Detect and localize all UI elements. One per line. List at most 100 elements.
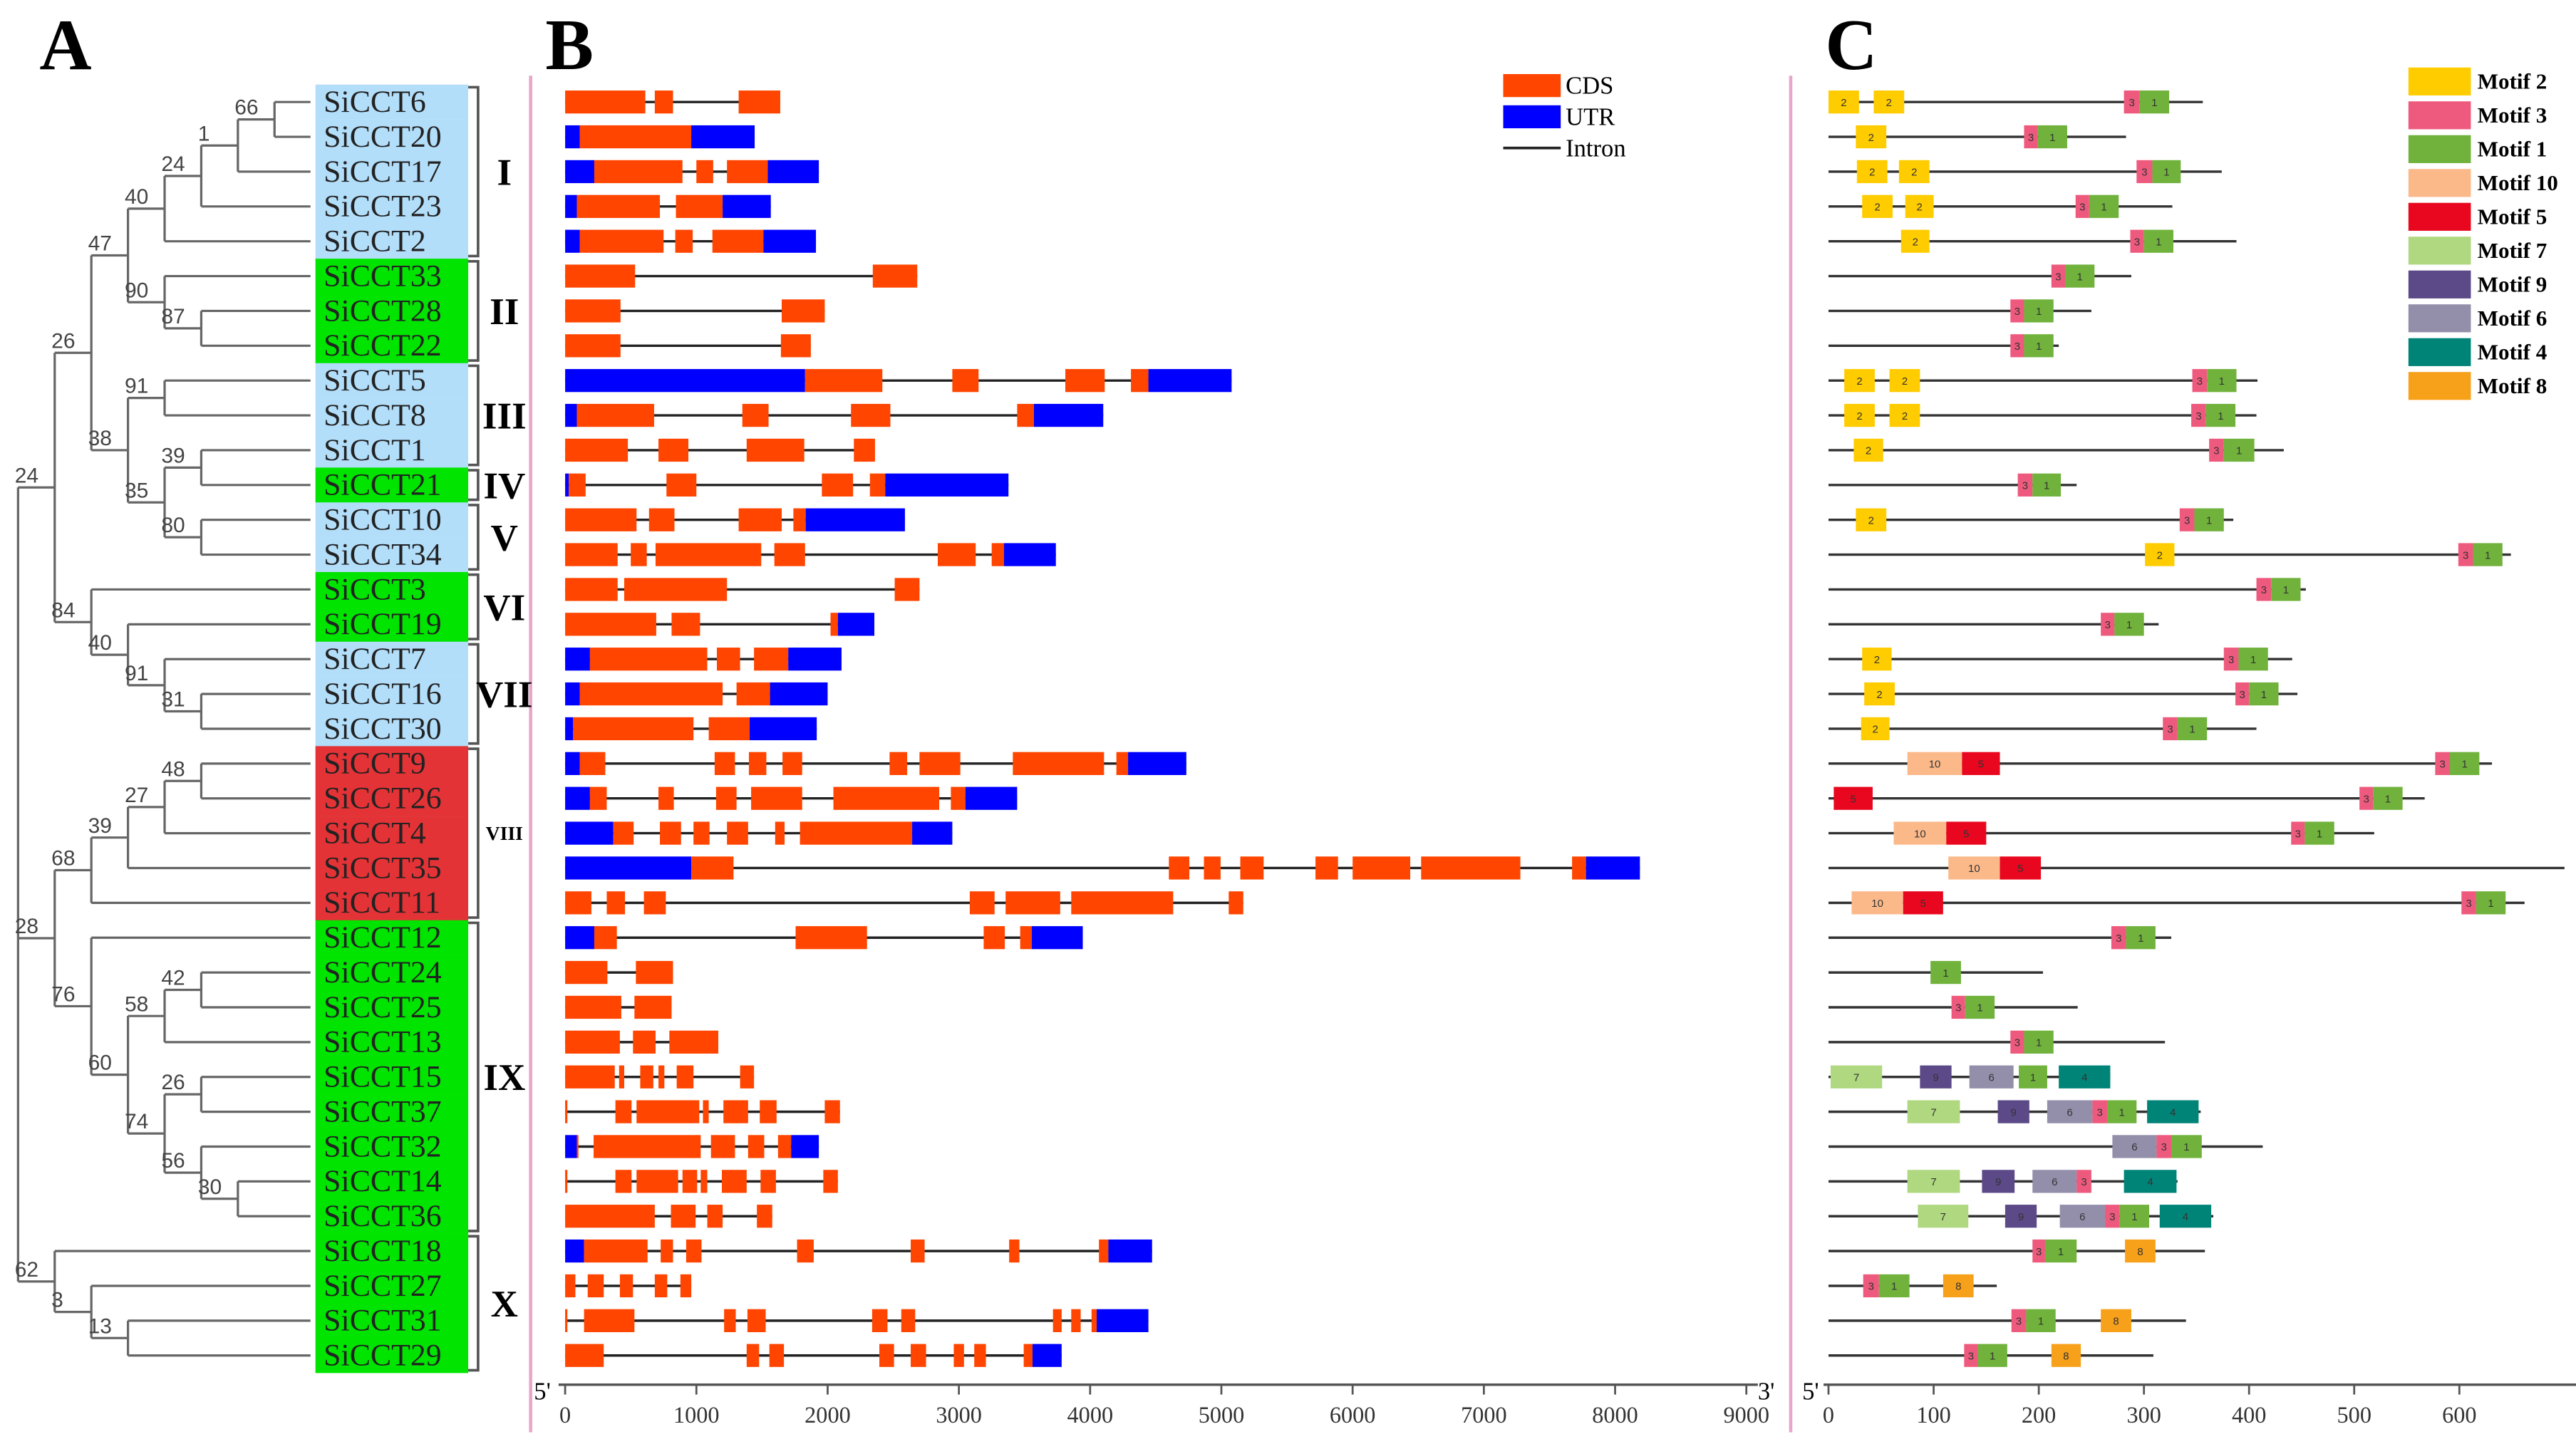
cds-block (643, 891, 666, 915)
cds-block (569, 473, 586, 497)
cds-block (619, 1274, 633, 1298)
gene-label: SiCCT29 (324, 1339, 442, 1373)
gene-label-background (315, 989, 469, 1025)
x-axis-tick-label: 0 (559, 1402, 571, 1428)
gene-label: SiCCT14 (324, 1164, 442, 1198)
motif-number: 2 (1916, 202, 1922, 214)
legend-label: UTR (1566, 103, 1615, 130)
cds-block (633, 1030, 656, 1054)
cds-block (631, 543, 647, 566)
cds-block (911, 1239, 925, 1263)
cds-block (707, 1205, 723, 1228)
gene-label-background (315, 467, 469, 503)
cds-block (748, 1135, 765, 1158)
motif-row: 2 3 1 (1828, 438, 2284, 462)
motif-1-box (1977, 1344, 2007, 1367)
cds-block (594, 926, 617, 950)
bootstrap-value: 76 (51, 983, 75, 1007)
cds-block (1020, 926, 1033, 950)
subfamily-label: IX (483, 1057, 525, 1098)
utr-block (750, 717, 817, 741)
utr-block (885, 473, 1009, 497)
cds-block (576, 1135, 579, 1158)
cds-block (824, 1100, 840, 1123)
motif-number: 3 (2197, 375, 2203, 388)
cds-block (722, 1170, 747, 1193)
motif-3-box (2124, 90, 2140, 114)
gene-structure-row (565, 960, 673, 985)
motif-number: 5 (1920, 898, 1926, 910)
motif-row: 2 2 3 1 (1828, 90, 2203, 114)
gene-structure-row (565, 1170, 838, 1193)
x-axis-tick-label: 6000 (1330, 1402, 1376, 1428)
motif-number: 3 (2079, 202, 2085, 214)
x-axis-tick-label: 5000 (1199, 1402, 1245, 1428)
utr-block (565, 403, 577, 427)
gene-structure-row (565, 1030, 719, 1054)
motif-1-box (2032, 473, 2062, 497)
cds-block (969, 891, 995, 915)
legend-motif-6-swatch (2408, 304, 2471, 333)
gene-label-background (315, 711, 469, 747)
motif-row: 7 9 6 1 4 (1828, 1065, 2111, 1089)
motif-1-box (2126, 926, 2156, 950)
cds-block (594, 160, 683, 184)
cds-block (648, 508, 675, 531)
panel-label-b: B (545, 5, 594, 85)
utr-block (565, 160, 594, 184)
gene-label-background (315, 746, 469, 781)
cds-block (775, 821, 785, 845)
cds-block (781, 299, 825, 323)
utr-block (805, 508, 905, 531)
motif-3-box (2191, 403, 2206, 427)
motif-number: 2 (1886, 97, 1892, 109)
motif-number: 8 (2137, 1246, 2143, 1258)
gene-label: SiCCT31 (324, 1304, 442, 1338)
motif-row: 3 1 8 (1828, 1309, 2186, 1332)
motif-number: 8 (1955, 1281, 1961, 1293)
motif-number: 2 (1873, 724, 1878, 736)
bootstrap-value: 66 (234, 96, 258, 120)
motif-10-box (1851, 891, 1903, 915)
motif-1-box (2044, 1239, 2077, 1263)
motif-number: 1 (2101, 202, 2106, 214)
utr-block (565, 229, 580, 253)
utr-block (837, 613, 875, 636)
cds-block (1023, 1344, 1033, 1367)
utr-block (767, 160, 819, 184)
gene-structure-row (565, 786, 1018, 810)
gene-label-background (315, 1024, 469, 1060)
motif-2-box (1861, 717, 1890, 741)
motif-1-box (2207, 369, 2237, 393)
motif-2-box (1862, 648, 1892, 671)
utr-block (1003, 543, 1056, 566)
motif-number: 1 (2131, 1211, 2137, 1223)
motif-3-box (2458, 543, 2473, 566)
gene-structure-row (565, 1239, 1152, 1263)
motif-number: 1 (2206, 514, 2212, 526)
cds-block (748, 752, 767, 775)
cds-block (871, 1309, 888, 1332)
cds-block (589, 648, 708, 671)
cds-block (696, 160, 713, 184)
cds-block (747, 1309, 766, 1332)
cds-block (658, 1065, 665, 1089)
motif-2-box (1856, 160, 1888, 184)
motif-number: 1 (2151, 97, 2157, 109)
gene-label: SiCCT6 (324, 85, 426, 119)
motif-8-box (2051, 1344, 2081, 1367)
motif-6-box (2059, 1205, 2106, 1228)
motif-2-box (1856, 508, 1887, 531)
motif-5-box (1962, 752, 2000, 775)
motif-number: 3 (2141, 167, 2147, 179)
cds-block (727, 160, 768, 184)
cds-block (760, 1100, 777, 1123)
subfamily-bracket (468, 1235, 480, 1372)
cds-block (919, 752, 961, 775)
motif-3-box (1951, 995, 1965, 1019)
motif-number: 9 (1933, 1071, 1938, 1084)
motif-3-box (2010, 299, 2024, 323)
motif-number: 2 (1913, 236, 1918, 248)
cds-block (682, 1170, 698, 1193)
subfamily-label: V (491, 518, 518, 559)
